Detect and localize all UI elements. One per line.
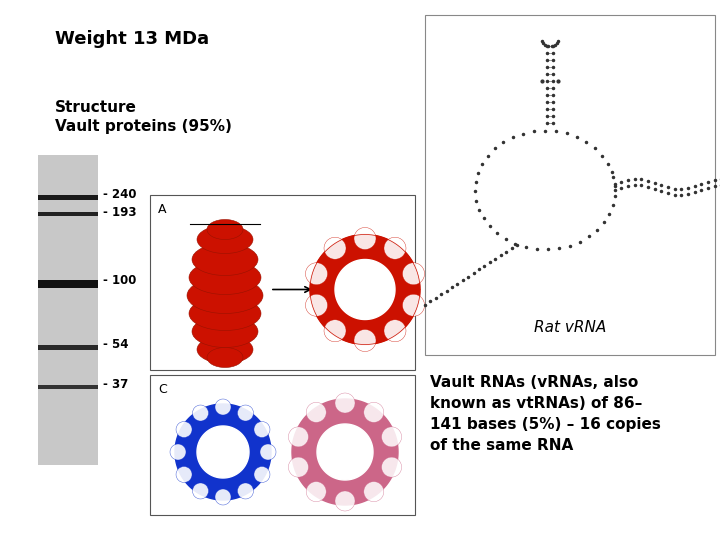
Ellipse shape: [384, 320, 406, 342]
Polygon shape: [175, 404, 271, 500]
Text: - 193: - 193: [103, 206, 137, 219]
Ellipse shape: [364, 402, 384, 422]
Ellipse shape: [335, 491, 355, 511]
Polygon shape: [317, 424, 373, 480]
Ellipse shape: [324, 237, 346, 259]
Ellipse shape: [384, 237, 406, 259]
Ellipse shape: [207, 348, 243, 368]
Text: - 37: - 37: [103, 379, 128, 392]
Bar: [150, 195, 415, 370]
Bar: [38, 280, 98, 288]
Ellipse shape: [176, 422, 192, 437]
Ellipse shape: [354, 227, 376, 249]
Text: - 100: - 100: [103, 273, 136, 287]
Polygon shape: [310, 234, 420, 345]
Ellipse shape: [289, 457, 308, 477]
Ellipse shape: [215, 399, 231, 415]
Text: Rat vRNA: Rat vRNA: [534, 320, 606, 335]
Ellipse shape: [402, 294, 425, 316]
Ellipse shape: [354, 329, 376, 352]
Ellipse shape: [306, 402, 326, 422]
Ellipse shape: [238, 405, 253, 421]
Ellipse shape: [305, 263, 328, 285]
Ellipse shape: [189, 260, 261, 294]
Text: Structure
Vault proteins (95%): Structure Vault proteins (95%): [55, 100, 232, 133]
Polygon shape: [292, 399, 398, 505]
Ellipse shape: [402, 263, 425, 285]
Text: C: C: [158, 383, 167, 396]
Bar: [38, 195, 98, 200]
Text: - 54: - 54: [103, 339, 128, 352]
Ellipse shape: [254, 422, 270, 437]
Ellipse shape: [364, 482, 384, 502]
Ellipse shape: [192, 315, 258, 348]
Ellipse shape: [254, 467, 270, 483]
Ellipse shape: [335, 393, 355, 413]
Ellipse shape: [289, 427, 308, 447]
Ellipse shape: [215, 489, 231, 505]
Bar: [38, 212, 98, 216]
Ellipse shape: [192, 483, 209, 499]
Ellipse shape: [382, 457, 402, 477]
Text: - 240: - 240: [103, 188, 137, 201]
Ellipse shape: [197, 335, 253, 363]
Ellipse shape: [192, 244, 258, 275]
Bar: [425, 15, 715, 355]
Ellipse shape: [324, 320, 346, 342]
Ellipse shape: [192, 405, 209, 421]
Ellipse shape: [260, 444, 276, 460]
Ellipse shape: [306, 482, 326, 502]
Ellipse shape: [197, 226, 253, 253]
Polygon shape: [335, 260, 395, 320]
Ellipse shape: [170, 444, 186, 460]
Ellipse shape: [187, 278, 263, 314]
Ellipse shape: [382, 427, 402, 447]
Bar: [150, 375, 415, 515]
Ellipse shape: [238, 483, 253, 499]
Bar: [38, 155, 98, 465]
Ellipse shape: [176, 467, 192, 483]
Text: Weight 13 MDa: Weight 13 MDa: [55, 30, 209, 48]
Ellipse shape: [207, 219, 243, 240]
Polygon shape: [197, 426, 249, 478]
Text: A: A: [158, 203, 166, 216]
Ellipse shape: [189, 296, 261, 330]
Text: Vault RNAs (vRNAs, also
known as vtRNAs) of 86–
141 bases (5%) – 16 copies
of th: Vault RNAs (vRNAs, also known as vtRNAs)…: [430, 375, 661, 453]
Bar: [38, 345, 98, 350]
Bar: [38, 385, 98, 389]
Ellipse shape: [305, 294, 328, 316]
